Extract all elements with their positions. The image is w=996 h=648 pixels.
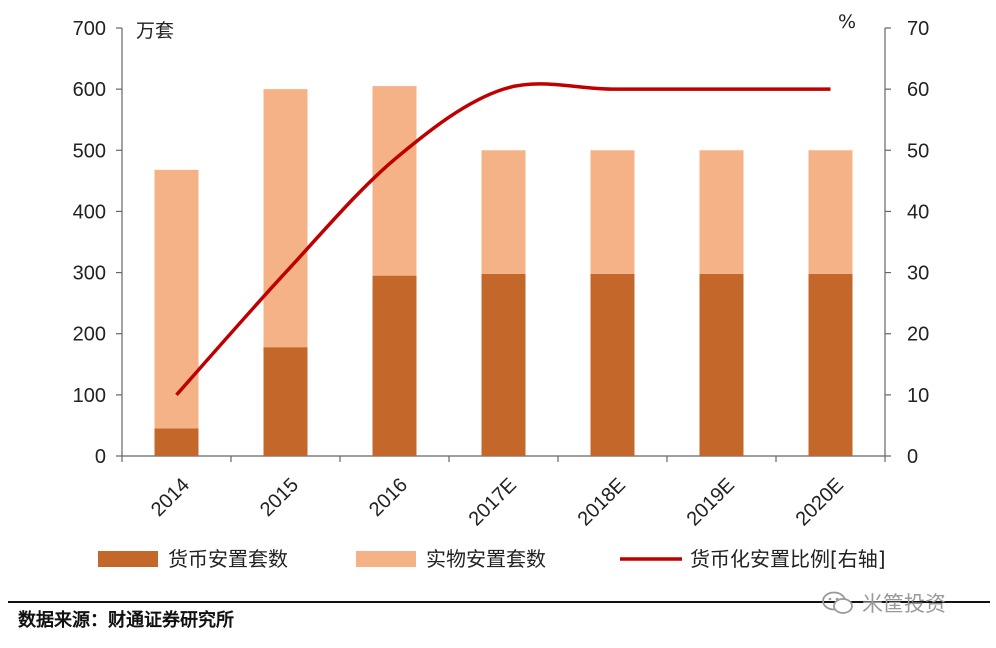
right-tick-label: 10	[907, 385, 929, 407]
left-tick-label: 200	[73, 324, 106, 346]
left-tick-label: 500	[73, 140, 106, 162]
bar-monetized	[699, 273, 744, 456]
legend-monetized-label: 货币安置套数	[168, 547, 288, 571]
bar-in-kind	[699, 150, 744, 274]
chart-svg: 0 100 200 300 400 500 600 700 0 10 20 30 40 50 60 70 201…	[73, 11, 930, 571]
legend-in-kind-swatch	[356, 551, 416, 567]
right-tick-label: 30	[907, 263, 929, 285]
watermark-text: 米筐投资	[862, 592, 946, 616]
bar-monetized	[481, 273, 526, 456]
bar-in-kind	[263, 89, 308, 348]
legend-ratio-label: 货币化安置比例[右轴]	[690, 547, 886, 571]
watermark: 米筐投资	[820, 588, 946, 618]
x-tick-label: 2016	[365, 474, 412, 521]
x-tick-label: 2015	[256, 474, 303, 521]
x-tick-label: 2020E	[792, 474, 848, 530]
left-tick-label: 100	[73, 385, 106, 407]
right-tick-label: 50	[907, 140, 929, 162]
right-tick-label: 70	[907, 18, 929, 40]
bar-in-kind	[372, 86, 417, 276]
left-tick-label: 700	[73, 18, 106, 40]
left-tick-label: 0	[95, 446, 106, 468]
source-divider	[8, 601, 990, 603]
bar-in-kind	[808, 150, 853, 274]
bar-in-kind	[590, 150, 635, 274]
legend-in-kind-label: 实物安置套数	[426, 547, 546, 571]
right-tick-label: 20	[907, 324, 929, 346]
x-tick-label: 2019E	[683, 474, 739, 530]
x-tick-label: 2018E	[574, 474, 630, 530]
bar-monetized	[154, 428, 199, 456]
left-axis-unit: 万套	[136, 20, 174, 42]
line-monetization-ratio	[175, 82, 831, 397]
right-tick-label: 40	[907, 201, 929, 223]
x-tick-label: 2017E	[465, 474, 521, 530]
left-tick-label: 600	[73, 79, 106, 101]
right-tick-label: 0	[907, 446, 918, 468]
source-note: 数据来源：财通证券研究所	[18, 610, 234, 631]
bar-monetized	[590, 273, 635, 456]
legend-monetized-swatch	[98, 551, 158, 567]
bar-monetized	[372, 275, 417, 456]
left-tick-label: 300	[73, 263, 106, 285]
right-tick-label: 60	[907, 79, 929, 101]
bar-monetized	[263, 347, 308, 456]
wechat-icon	[822, 591, 853, 614]
right-axis-unit: %	[838, 11, 856, 33]
x-tick-label: 2014	[147, 474, 194, 521]
bar-monetized	[808, 273, 853, 456]
left-tick-label: 400	[73, 201, 106, 223]
chart-legend: 货币安置套数 实物安置套数 货币化安置比例[右轴]	[98, 547, 886, 571]
bar-in-kind	[481, 150, 526, 274]
bar-in-kind	[154, 169, 199, 429]
